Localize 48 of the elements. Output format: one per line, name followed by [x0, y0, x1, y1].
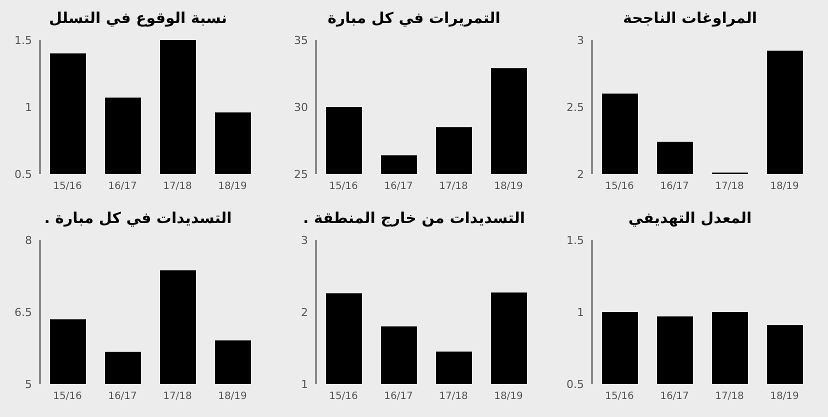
- y-tick-label: 1: [25, 100, 32, 114]
- x-tick-label: 18/19: [494, 391, 523, 402]
- y-tick-label: 3: [577, 34, 584, 47]
- x-tick-label: 15/16: [329, 181, 358, 192]
- x-tick-label: 15/16: [53, 181, 82, 192]
- chart-title: التسديدات من خارج المنطقة .: [302, 208, 526, 229]
- chart-title: المعدل التهديفي: [627, 208, 753, 229]
- x-tick-label: 16/17: [384, 391, 413, 402]
- y-tick-label: 0.5: [14, 168, 32, 181]
- x-tick-label: 18/19: [770, 181, 799, 192]
- x-tick-label: 17/18: [439, 391, 468, 402]
- x-tick-label: 18/19: [218, 181, 247, 192]
- chart-title: المراوغات الناجحة: [622, 8, 758, 29]
- y-tick-label: 2: [577, 168, 584, 181]
- x-tick-label: 16/17: [660, 181, 689, 192]
- x-tick-label: 16/17: [108, 181, 137, 192]
- y-tick-label: 1.5: [14, 34, 32, 47]
- y-tick-label: 25: [294, 168, 308, 181]
- x-tick-label: 15/16: [605, 391, 634, 402]
- y-tick-label: 2: [301, 306, 308, 319]
- y-tick-label: 3: [301, 234, 308, 247]
- chart-title: التسديدات في كل مبارة .: [43, 208, 233, 229]
- x-tick-label: 17/18: [163, 181, 192, 192]
- x-tick-label: 18/19: [770, 391, 799, 402]
- chart-title: التمريرات في كل مبارة: [326, 8, 502, 29]
- x-tick-label: 15/16: [605, 181, 634, 192]
- y-tick-label: 35: [294, 34, 308, 47]
- y-tick-label: 1: [577, 306, 584, 319]
- x-tick-label: 17/18: [439, 181, 468, 192]
- x-tick-label: 16/17: [660, 391, 689, 402]
- y-tick-label: 1.5: [566, 234, 584, 247]
- y-tick-label: 5: [25, 378, 32, 391]
- x-tick-label: 15/16: [53, 391, 82, 402]
- x-tick-label: 16/17: [384, 181, 413, 192]
- y-tick-label: 1: [301, 378, 308, 391]
- chart-title: نسبة الوقوع في التسلل: [48, 8, 228, 29]
- x-tick-label: 17/18: [163, 391, 192, 402]
- x-tick-label: 16/17: [108, 391, 137, 402]
- x-tick-label: 17/18: [715, 181, 744, 192]
- y-tick-label: 6.5: [14, 306, 32, 319]
- y-tick-label: 2.5: [566, 100, 584, 114]
- x-tick-label: 18/19: [218, 391, 247, 402]
- x-tick-label: 17/18: [715, 391, 744, 402]
- y-tick-label: 0.5: [566, 378, 584, 391]
- y-tick-label: 30: [294, 100, 308, 114]
- x-tick-label: 15/16: [329, 391, 358, 402]
- y-tick-label: 8: [25, 234, 32, 247]
- x-tick-label: 18/19: [494, 181, 523, 192]
